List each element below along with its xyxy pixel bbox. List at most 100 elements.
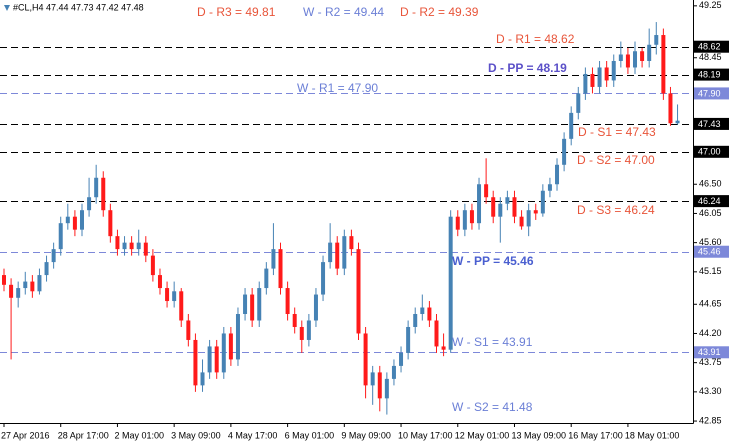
candle-body <box>618 54 623 61</box>
candle-body <box>122 242 127 250</box>
candle-body <box>321 262 326 295</box>
candle-body <box>150 255 155 276</box>
candle-body <box>590 73 595 87</box>
candle-body <box>278 249 283 289</box>
y-tick-label: 43.30 <box>699 386 722 396</box>
y-tick-label: 48.45 <box>699 52 722 62</box>
level-tag: 48.19 <box>698 69 721 79</box>
candle-body <box>157 275 162 289</box>
candle-body <box>143 242 148 256</box>
level-tag-box <box>694 245 729 258</box>
candle-body <box>313 294 318 321</box>
candle-body <box>87 197 92 211</box>
candle-body <box>200 372 205 386</box>
x-tick-label: 13 May 09:00 <box>511 430 566 440</box>
candle-body <box>562 138 567 165</box>
candle-body <box>484 184 489 198</box>
x-tick-label: 28 Apr 17:00 <box>58 430 109 440</box>
level-tag-box <box>694 145 729 158</box>
candle-body <box>186 320 191 340</box>
candle-body <box>264 268 269 289</box>
level-tag-box <box>694 87 729 100</box>
x-tick-label: 12 May 01:00 <box>455 430 510 440</box>
candle-body <box>193 339 198 386</box>
candle-body <box>108 210 113 237</box>
x-tick-label: 16 May 17:00 <box>568 430 623 440</box>
level-tag: 46.24 <box>698 196 721 206</box>
candle-body <box>519 216 524 227</box>
candle-body <box>533 210 538 214</box>
candle-body <box>547 184 552 191</box>
candle-body <box>51 249 56 263</box>
level-tag: 47.43 <box>698 119 721 129</box>
candle-body <box>235 314 240 360</box>
candle-body <box>58 223 63 250</box>
candle-body <box>94 177 99 198</box>
y-tick-label: 46.05 <box>699 208 722 218</box>
candle-body <box>101 177 106 211</box>
level-label: D - S1 = 47.43 <box>578 125 656 139</box>
candle-body <box>441 346 446 350</box>
candle-body <box>448 216 453 350</box>
y-tick-label: 49.25 <box>699 0 722 10</box>
candle-body <box>250 294 255 321</box>
y-tick-label: 42.85 <box>699 415 722 425</box>
level-tag-box <box>694 117 729 130</box>
candle-body <box>129 242 134 250</box>
candle-body <box>23 281 28 289</box>
candle-body <box>505 197 510 204</box>
candle-body <box>65 216 70 224</box>
symbol-icon <box>4 5 10 11</box>
candle-body <box>9 284 14 298</box>
candle-body <box>384 378 389 399</box>
candle-body <box>455 216 460 230</box>
candle-body <box>363 333 368 386</box>
candle-body <box>399 352 404 366</box>
candle-body <box>661 35 666 94</box>
x-tick-label: 10 May 17:00 <box>398 430 453 440</box>
candle-body <box>349 236 354 250</box>
candle-body <box>413 314 418 327</box>
candle-body <box>640 51 645 61</box>
candle-body <box>136 242 141 250</box>
candle-body <box>292 314 297 327</box>
level-tag: 47.00 <box>698 147 721 157</box>
candle-body <box>469 210 474 224</box>
candle-body <box>335 242 340 269</box>
candle-body <box>406 326 411 353</box>
candle-body <box>370 372 375 386</box>
level-tag-box <box>694 68 729 81</box>
y-tick-label: 46.50 <box>699 179 722 189</box>
candle-body <box>172 291 177 302</box>
y-tick-label: 43.75 <box>699 357 722 367</box>
candle-body <box>462 210 467 230</box>
y-tick-label: 44.20 <box>699 328 722 338</box>
candle-body <box>214 346 219 373</box>
level-label: W - S1 = 43.91 <box>452 335 533 349</box>
candle-body <box>179 291 184 321</box>
level-tag-box <box>694 346 729 359</box>
candle-body <box>569 112 574 139</box>
candle-body <box>604 67 609 81</box>
candle-body <box>2 275 6 285</box>
candle-body <box>257 288 262 321</box>
candle-body <box>420 307 425 315</box>
candle-body <box>491 197 496 217</box>
candle-body <box>271 249 276 269</box>
candle-body <box>72 216 77 230</box>
candle-body <box>611 60 616 81</box>
candle-body <box>668 93 673 124</box>
candle-body <box>540 190 545 214</box>
candle-body <box>306 320 311 340</box>
x-tick-label: 27 Apr 2016 <box>1 430 50 440</box>
candle-body <box>512 197 517 217</box>
level-label: D - R1 = 48.62 <box>496 32 575 46</box>
candle-body <box>44 262 49 276</box>
candle-body <box>221 333 226 373</box>
level-label: D - PP = 48.19 <box>488 61 567 75</box>
x-tick-label: 3 May 09:00 <box>171 430 221 440</box>
candle-body <box>207 346 212 373</box>
level-label: W - PP = 45.46 <box>452 254 534 268</box>
candle-body <box>342 236 347 269</box>
